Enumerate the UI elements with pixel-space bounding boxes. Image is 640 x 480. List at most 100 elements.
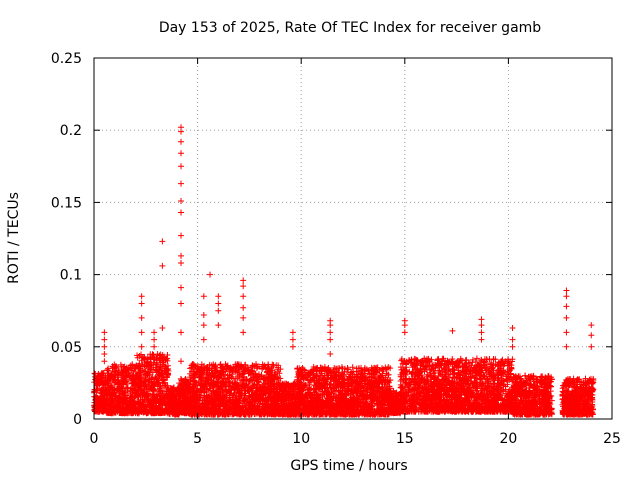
- data-point: [141, 368, 148, 375]
- data-point: [122, 404, 129, 411]
- data-point: [157, 388, 164, 395]
- data-point: [93, 382, 100, 389]
- data-point: [146, 386, 153, 393]
- data-point: [98, 370, 105, 377]
- data-point: [149, 369, 156, 376]
- data-point: [167, 397, 174, 404]
- data-point: [136, 408, 143, 415]
- data-point: [142, 404, 149, 411]
- data-point: [156, 407, 163, 414]
- data-point: [157, 399, 164, 406]
- data-point: [110, 374, 117, 381]
- data-point: [103, 407, 110, 414]
- data-point: [204, 363, 211, 370]
- data-point: [127, 405, 134, 412]
- data-point: [118, 381, 125, 388]
- data-point: [155, 369, 162, 376]
- data-point: [136, 353, 143, 360]
- data-point: [122, 400, 129, 407]
- data-point: [91, 408, 98, 415]
- data-point: [132, 374, 139, 381]
- data-point: [150, 351, 157, 358]
- data-point: [143, 377, 150, 384]
- data-point: [107, 384, 114, 391]
- data-point: [157, 408, 164, 415]
- data-point: [128, 367, 135, 374]
- data-point: [96, 398, 103, 405]
- data-point: [150, 394, 157, 401]
- data-point: [108, 396, 115, 403]
- data-point: [117, 400, 124, 407]
- data-point: [152, 374, 159, 381]
- data-point: [165, 394, 172, 401]
- data-point: [142, 382, 149, 389]
- data-point: [178, 387, 185, 394]
- data-point: [158, 357, 165, 364]
- data-point: [152, 375, 159, 382]
- data-point: [161, 409, 168, 416]
- data-point: [164, 352, 171, 359]
- data-point: [164, 373, 171, 380]
- data-point: [115, 390, 122, 397]
- data-point: [119, 368, 126, 375]
- data-point: [154, 396, 161, 403]
- data-point: [158, 392, 165, 399]
- data-point: [148, 404, 155, 411]
- data-point: [104, 387, 111, 394]
- data-point: [166, 387, 173, 394]
- data-point: [165, 370, 172, 377]
- data-point: [136, 360, 143, 367]
- data-point: [139, 361, 146, 368]
- data-point: [141, 378, 148, 385]
- data-point: [114, 394, 121, 401]
- data-point: [165, 408, 172, 415]
- data-point: [127, 397, 134, 404]
- data-point: [150, 400, 157, 407]
- data-point: [116, 410, 123, 417]
- data-point: [105, 365, 112, 372]
- data-point: [121, 378, 128, 385]
- data-point: [154, 351, 161, 358]
- chart-title: Day 153 of 2025, Rate Of TEC Index for r…: [159, 20, 541, 36]
- data-point: [150, 409, 157, 416]
- data-point: [176, 384, 183, 391]
- data-point: [177, 375, 184, 382]
- data-point: [159, 371, 166, 378]
- data-point: [95, 405, 102, 412]
- data-point: [145, 392, 152, 399]
- data-point: [222, 375, 229, 382]
- data-point: [104, 366, 111, 373]
- data-point: [137, 380, 144, 387]
- data-point: [117, 405, 124, 412]
- data-point: [135, 387, 142, 394]
- data-point: [134, 392, 141, 399]
- data-point: [117, 395, 124, 402]
- data-point: [154, 383, 161, 390]
- data-point: [98, 392, 105, 399]
- data-point: [99, 379, 106, 386]
- data-point: [121, 408, 128, 415]
- data-point: [145, 409, 152, 416]
- data-point: [153, 355, 160, 362]
- data-point: [108, 394, 115, 401]
- data-point: [150, 388, 157, 395]
- data-point: [147, 366, 154, 373]
- data-point: [92, 370, 99, 377]
- data-point: [132, 392, 139, 399]
- data-point: [130, 404, 137, 411]
- data-point: [106, 391, 113, 398]
- data-point: [158, 372, 165, 379]
- data-point: [109, 407, 116, 414]
- data-point: [140, 399, 147, 406]
- data-point: [148, 382, 155, 389]
- data-point: [97, 374, 104, 381]
- data-point: [123, 402, 130, 409]
- data-point: [170, 403, 177, 410]
- data-point: [120, 364, 127, 371]
- data-point: [178, 408, 185, 415]
- data-point: [124, 409, 131, 416]
- data-point: [141, 389, 148, 396]
- data-point: [150, 359, 157, 366]
- data-point: [96, 378, 103, 385]
- data-point: [134, 388, 141, 395]
